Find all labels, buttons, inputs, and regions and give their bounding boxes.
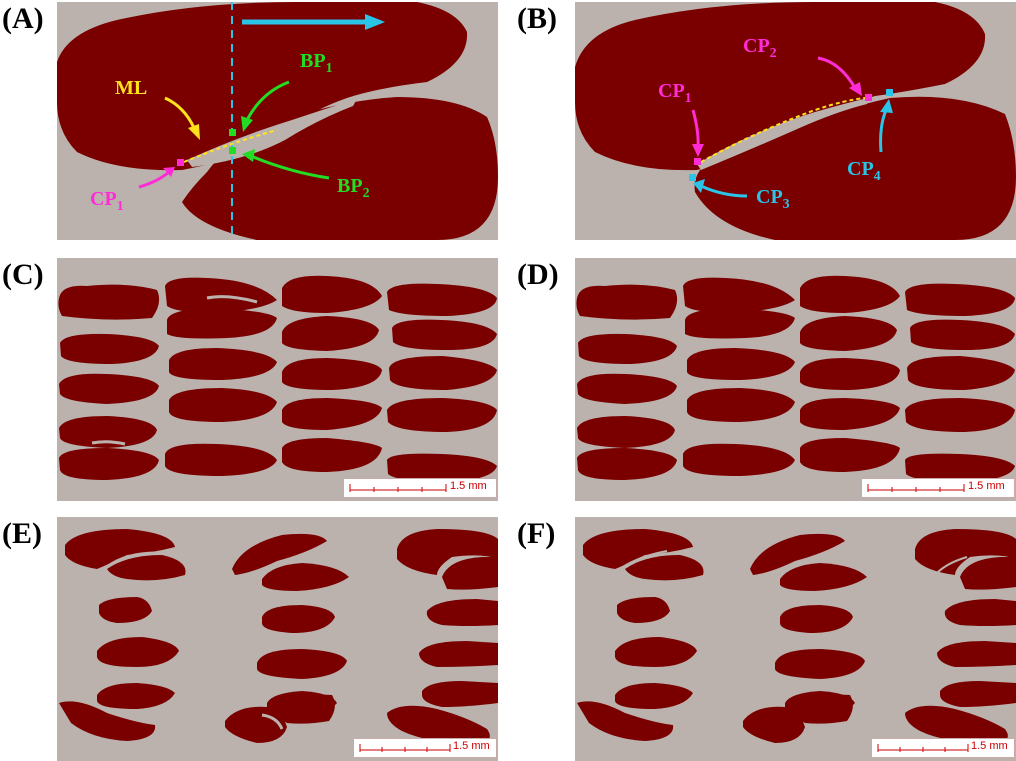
scale-label-c: 1.5 mm (450, 480, 487, 492)
cp2-arrowhead-b (849, 82, 862, 96)
label-bp2-main: BP (337, 175, 363, 197)
scale-ticks-f (877, 744, 969, 752)
bp1-arrow (245, 80, 290, 121)
scale-label-d: 1.5 mm (968, 480, 1005, 492)
gaps-f (616, 550, 968, 574)
label-cp3-b: CP3 (756, 186, 790, 212)
cp3-arrowhead-b (693, 179, 705, 193)
label-bp1-sub: 1 (326, 61, 333, 76)
cp1-arrowhead-b (692, 144, 704, 157)
bp1-arrowhead (241, 116, 253, 132)
label-cp1-b: CP1 (658, 80, 692, 106)
scale-bar-d: 1.5 mm (861, 478, 1015, 498)
cp1-marker-b (694, 158, 701, 165)
label-bp1: BP1 (300, 50, 333, 76)
lower-grain-b (694, 96, 1016, 240)
gaps-c (91, 295, 358, 446)
grains-d (576, 275, 1015, 482)
panel-label-a: (A) (2, 2, 44, 35)
panel-label-e: (E) (2, 517, 42, 550)
panel-d: 1.5 mm (575, 258, 1016, 501)
cp3-arrow-b (700, 184, 748, 198)
panel-a: ML BP1 BP2 CP1 (57, 2, 498, 240)
boundary-gap-b (697, 98, 868, 170)
cp4-arrowhead-b (880, 99, 893, 113)
cp1-arrow (138, 170, 170, 189)
label-cp3-b-main: CP (756, 186, 783, 208)
bp2-arrow (250, 154, 330, 180)
scale-label-e: 1.5 mm (453, 740, 490, 752)
cp4-arrow-b (879, 109, 888, 153)
panel-c-svg (58, 275, 497, 482)
panel-c: 1.5 mm (57, 258, 498, 501)
panel-d-svg (576, 275, 1015, 482)
scale-ticks-e (359, 744, 451, 752)
panel-e-svg (59, 529, 498, 743)
panel-label-f: (F) (517, 517, 556, 550)
label-cp1-a-main: CP (90, 188, 117, 210)
cp2-arrow-b (817, 56, 857, 89)
panel-f-svg (577, 529, 1016, 743)
label-cp2-b-main: CP (743, 35, 770, 57)
bp2-arrowhead (242, 149, 255, 162)
ml-arrowhead (188, 124, 200, 140)
label-cp4-b: CP4 (847, 158, 881, 184)
label-cp1-a-sub: 1 (117, 199, 124, 214)
cp1-arrowhead (163, 167, 175, 177)
panel-b: CP1 CP2 CP3 CP4 (575, 2, 1016, 240)
label-cp2-b: CP2 (743, 35, 777, 61)
panel-a-svg: ML BP1 BP2 CP1 (57, 2, 498, 240)
grains-c (58, 275, 497, 482)
label-cp1-a: CP1 (90, 188, 124, 214)
bp2-marker (229, 147, 236, 154)
label-bp2: BP2 (337, 175, 370, 201)
upper-grain (57, 2, 468, 171)
medial-line-b (700, 97, 866, 163)
gaps-e (106, 551, 284, 730)
label-ml: ML (115, 77, 147, 99)
upper-grain-b (575, 2, 986, 171)
grains-e (59, 529, 498, 743)
cp1-marker (177, 159, 184, 166)
panel-f: 1.5 mm (575, 517, 1016, 761)
panel-label-c: (C) (2, 258, 44, 291)
medial-line (183, 129, 278, 163)
panel-label-d: (D) (517, 258, 559, 291)
label-cp1-b-sub: 1 (685, 91, 692, 106)
label-cp4-b-main: CP (847, 158, 874, 180)
scale-ticks-c (349, 484, 447, 492)
label-cp4-b-sub: 4 (874, 169, 881, 184)
label-cp1-b-main: CP (658, 80, 685, 102)
direction-arrowhead (365, 14, 385, 30)
cp2-marker-b (865, 94, 872, 101)
panel-label-b: (B) (517, 2, 557, 35)
panel-b-svg: CP1 CP2 CP3 CP4 (575, 2, 1016, 240)
cp4-marker-b (886, 89, 893, 96)
label-cp2-b-sub: 2 (770, 46, 777, 61)
scale-bar-e: 1.5 mm (353, 738, 497, 758)
label-cp3-b-sub: 3 (783, 197, 790, 212)
label-bp2-sub: 2 (363, 186, 370, 201)
scale-label-f: 1.5 mm (971, 740, 1008, 752)
panel-e: 1.5 mm (57, 517, 498, 761)
bp1-marker (229, 129, 236, 136)
grains-f (577, 529, 1016, 743)
scale-bar-c: 1.5 mm (343, 478, 497, 498)
cp3-marker-b (689, 174, 696, 181)
scale-bar-f: 1.5 mm (871, 738, 1015, 758)
scale-ticks-d (867, 484, 965, 492)
label-bp1-main: BP (300, 50, 326, 72)
